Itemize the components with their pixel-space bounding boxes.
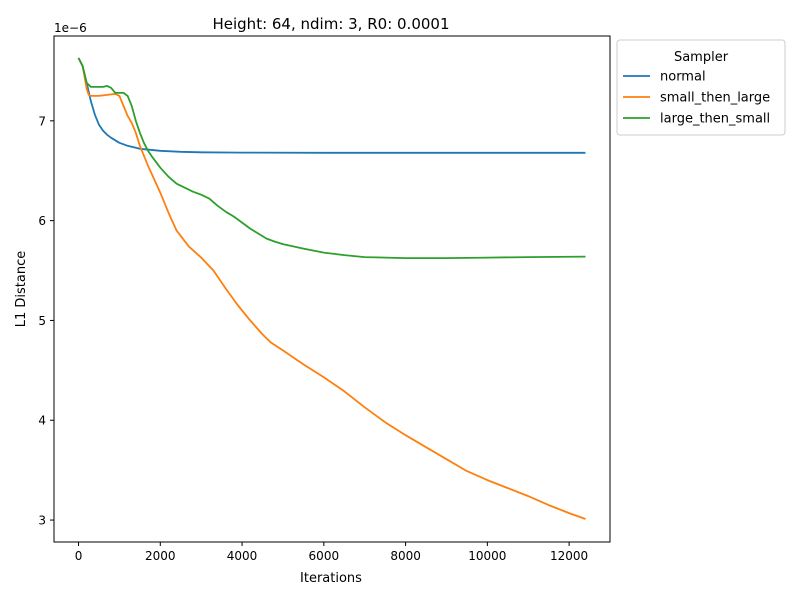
y-tick-label: 6	[38, 214, 46, 228]
series-line-normal	[77, 57, 586, 154]
y-tick-label: 5	[38, 314, 46, 328]
x-tick-label: 8000	[390, 549, 421, 563]
legend-frame	[616, 39, 786, 136]
series-layer	[77, 57, 586, 520]
series-line-small-then-large	[77, 57, 586, 520]
legend-label-normal: normal	[660, 70, 706, 85]
y-axis-offset: 1e−6	[54, 21, 87, 35]
y-axis-label: L1 Distance	[14, 251, 29, 328]
legend: Sampler normal small_then_large large_th…	[616, 39, 786, 136]
chart-title: Height: 64, ndim: 3, R0: 0.0001	[212, 15, 449, 33]
legend-label-large-then-small: large_then_small	[660, 112, 770, 127]
y-tick-label: 7	[38, 114, 46, 128]
x-tick-label: 4000	[227, 549, 258, 563]
x-axis-ticks: 0 2000 4000 6000 8000 10000 12000	[75, 542, 588, 563]
axes-frame	[53, 35, 611, 543]
y-tick-label: 3	[38, 514, 46, 528]
series-line-large-then-small	[77, 57, 586, 259]
x-tick-label: 0	[75, 549, 83, 563]
legend-label-small-then-large: small_then_large	[660, 91, 770, 106]
y-axis-ticks: 3 4 5 6 7	[38, 114, 54, 528]
y-tick-label: 4	[38, 414, 46, 428]
x-tick-label: 6000	[309, 549, 340, 563]
x-tick-label: 2000	[145, 549, 176, 563]
x-axis-label: Iterations	[300, 571, 362, 586]
x-tick-label: 12000	[550, 549, 588, 563]
legend-title: Sampler	[674, 50, 729, 65]
x-tick-label: 10000	[468, 549, 506, 563]
